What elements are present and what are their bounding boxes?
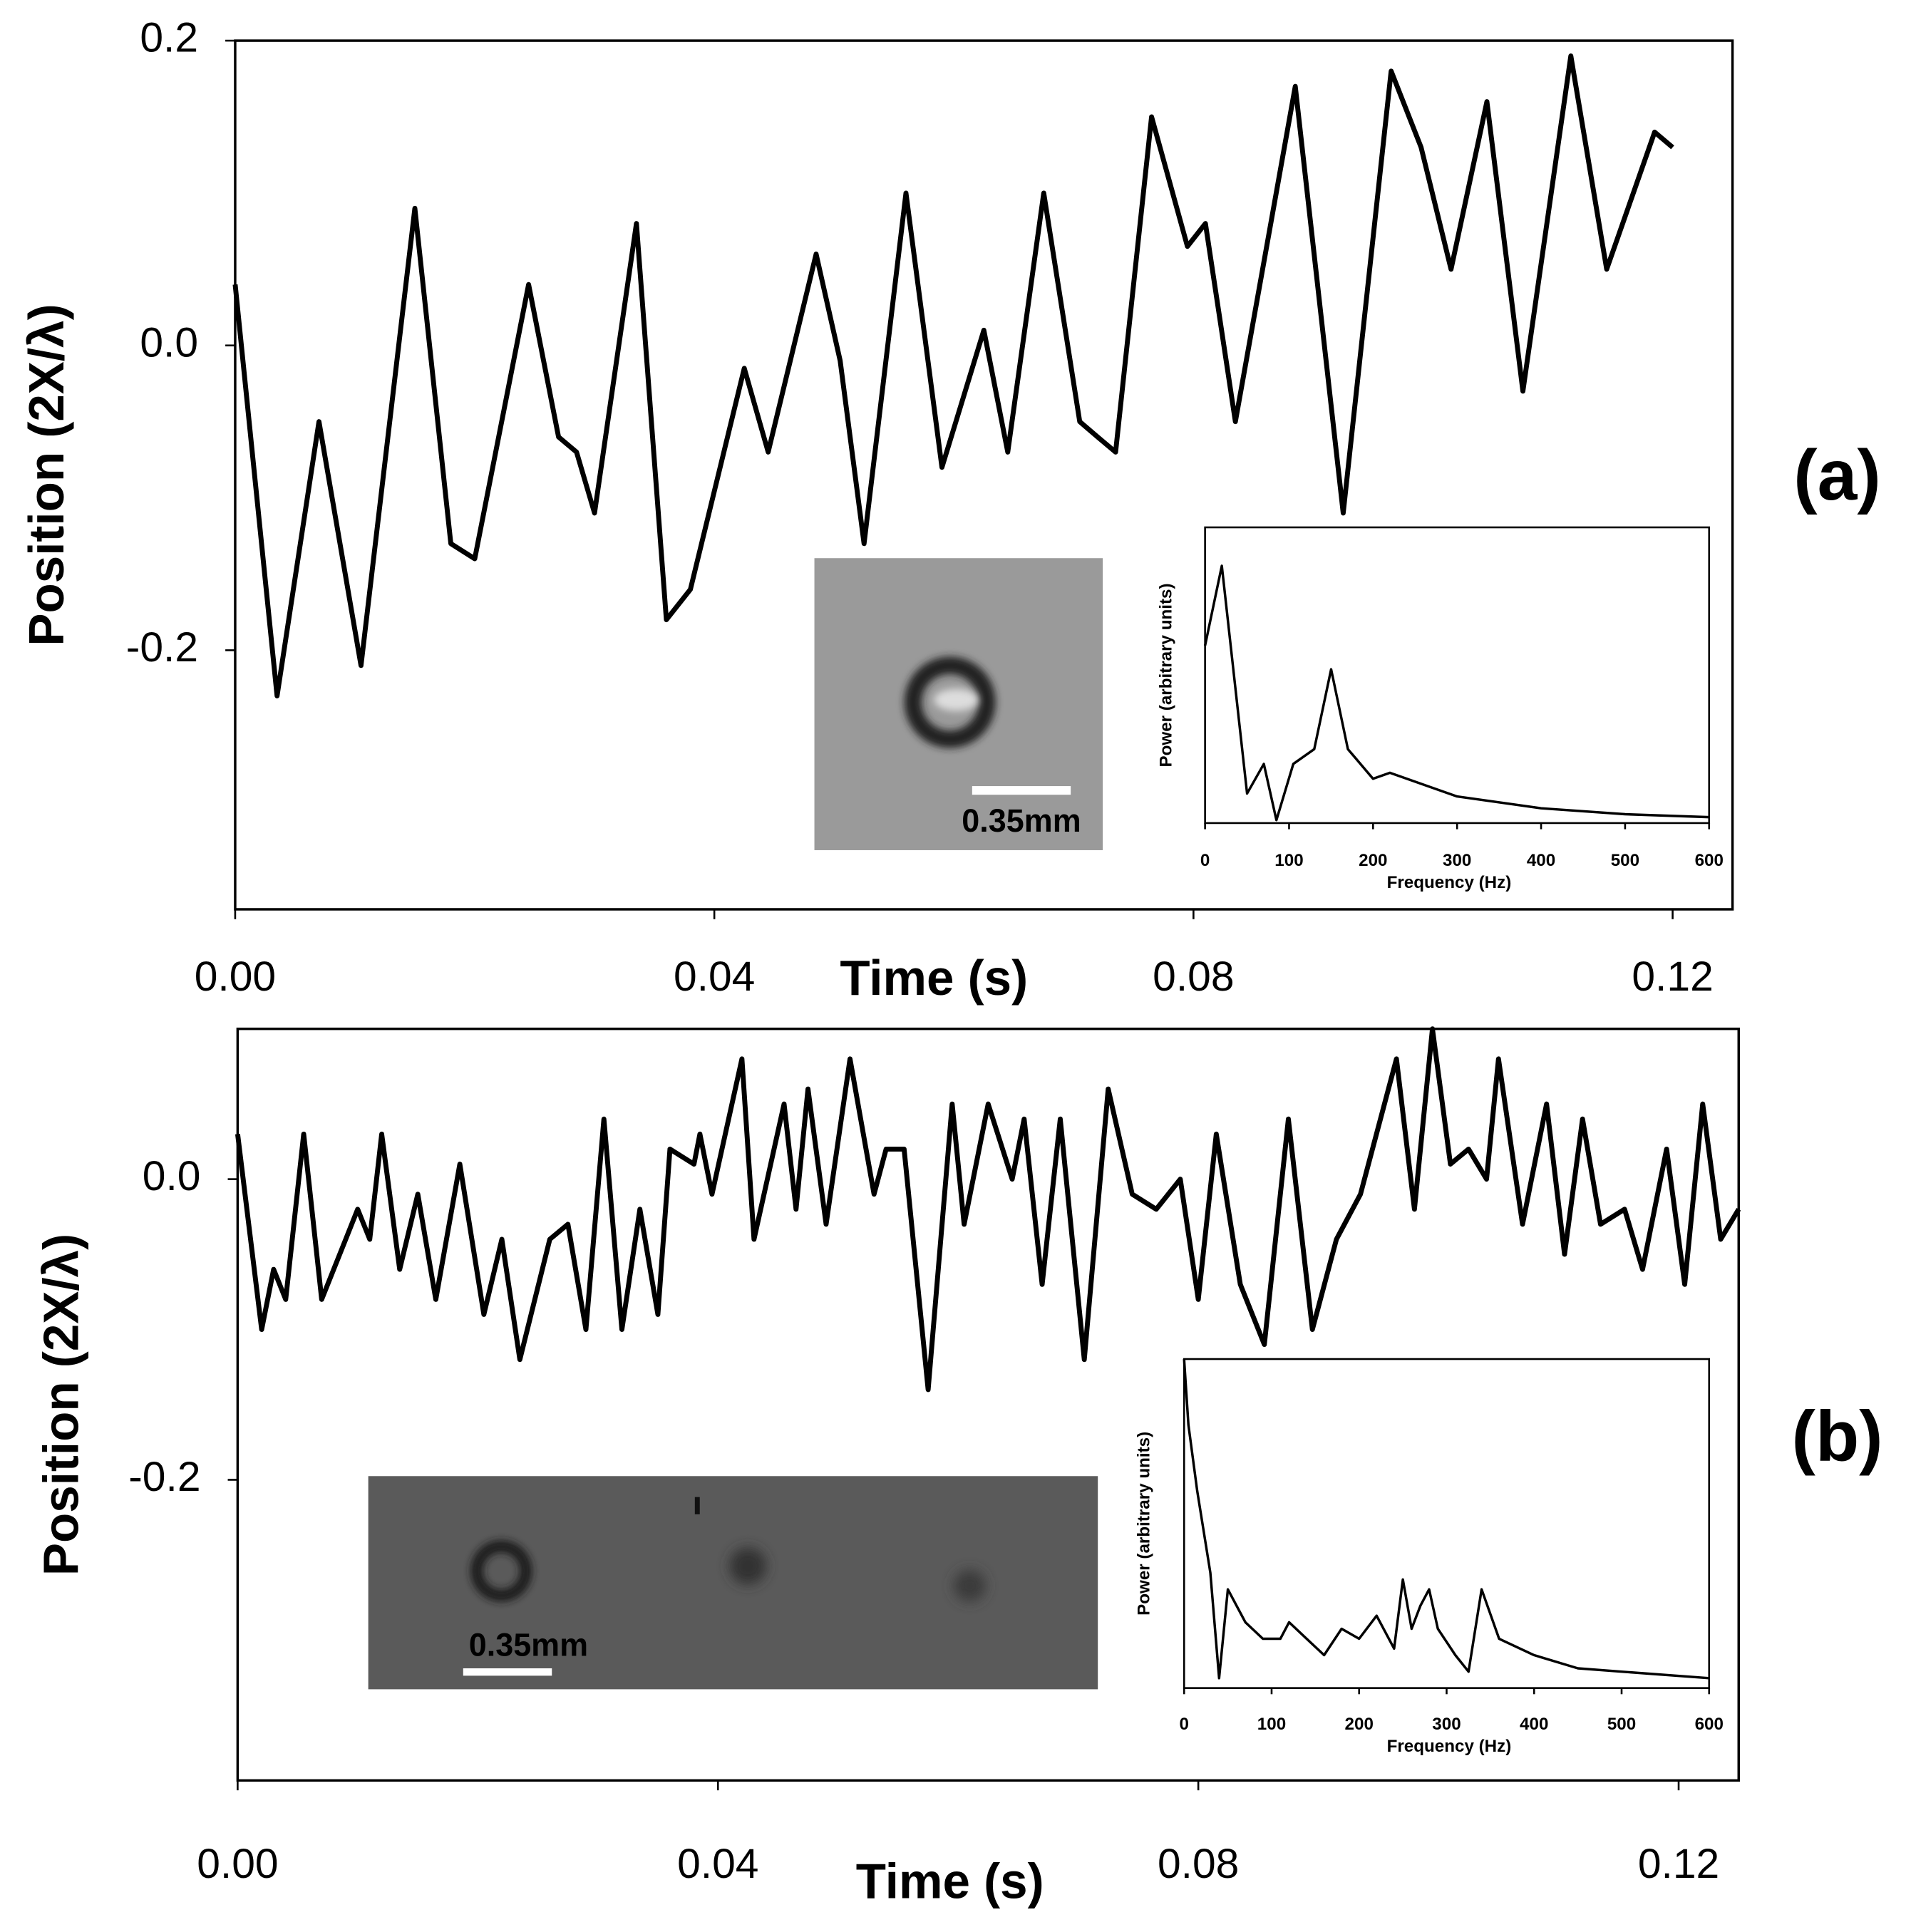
scale-bar — [463, 1668, 552, 1676]
x-tick-label: 200 — [1345, 1715, 1374, 1734]
y-tick-label: 0.0 — [140, 319, 198, 366]
y-tick-label: -0.2 — [126, 624, 198, 671]
x-axis-title: Frequency (Hz) — [1387, 1737, 1512, 1756]
data-line — [1183, 1358, 1709, 1680]
scale-bar-label: 0.35mm — [962, 802, 1081, 839]
x-tick-label: 600 — [1695, 1715, 1724, 1734]
inset-background — [1184, 1359, 1709, 1688]
speck — [694, 1497, 700, 1514]
scale-bar-label: 0.35mm — [469, 1626, 588, 1663]
particle — [904, 656, 996, 748]
x-tick-label: 300 — [1432, 1715, 1461, 1734]
photo-a — [814, 558, 1103, 850]
x-tick-label: 0.00 — [197, 1841, 278, 1887]
x-tick-label: 600 — [1695, 851, 1724, 870]
x-axis-title: Time (s) — [856, 1854, 1044, 1909]
panel-label: (a) — [1793, 435, 1881, 515]
y-axis-title: Power (arbitrary units) — [1134, 1432, 1153, 1616]
x-tick-label: 0 — [1179, 1715, 1188, 1734]
y-tick-label: -0.2 — [128, 1454, 200, 1500]
scale-bar — [972, 786, 1071, 795]
x-tick-label: 0.08 — [1153, 954, 1234, 1000]
x-tick-label: 400 — [1520, 1715, 1548, 1734]
x-tick-label: 0.12 — [1632, 954, 1713, 1000]
x-tick-label: 400 — [1527, 851, 1555, 870]
data-line — [232, 53, 1674, 698]
particle — [470, 1540, 532, 1602]
x-tick-label: 0 — [1200, 851, 1210, 870]
particle — [729, 1547, 767, 1585]
x-axis-title: Frequency (Hz) — [1387, 873, 1512, 892]
plot-frame — [236, 1027, 1740, 1782]
y-axis-title: Position (2X/λ) — [34, 1234, 89, 1576]
y-tick-label: 0.2 — [140, 15, 198, 61]
x-axis-title: Time (s) — [840, 950, 1028, 1006]
x-tick-label: 0.04 — [674, 954, 755, 1000]
particle — [953, 1569, 986, 1602]
panel-label: (b) — [1792, 1396, 1883, 1476]
photo-b — [368, 1476, 1098, 1690]
x-tick-label: 0.08 — [1158, 1841, 1239, 1887]
particle-highlight — [934, 688, 979, 711]
x-tick-label: 0.12 — [1638, 1841, 1719, 1887]
x-tick-label: 300 — [1443, 851, 1471, 870]
x-tick-label: 100 — [1274, 851, 1303, 870]
y-axis-title: Power (arbitrary units) — [1156, 583, 1175, 767]
x-tick-label: 0.00 — [195, 954, 276, 1000]
inset-background — [1205, 527, 1709, 823]
data-line — [1203, 564, 1709, 822]
x-tick-label: 0.04 — [677, 1841, 758, 1887]
plot-frame — [234, 39, 1734, 911]
x-tick-label: 500 — [1607, 1715, 1636, 1734]
x-tick-label: 500 — [1611, 851, 1639, 870]
x-tick-label: 200 — [1359, 851, 1387, 870]
y-axis-title: Position (2X/λ) — [19, 304, 74, 646]
x-tick-label: 100 — [1257, 1715, 1286, 1734]
data-line — [235, 1026, 1741, 1393]
y-tick-label: 0.0 — [143, 1153, 201, 1199]
